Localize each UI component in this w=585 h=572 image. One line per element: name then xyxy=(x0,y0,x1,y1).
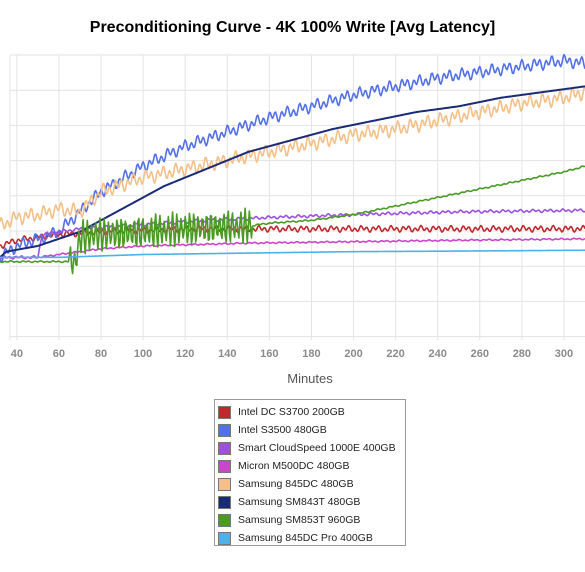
series-line xyxy=(0,165,585,275)
legend-item: Micron M500DC 480GB xyxy=(218,457,405,475)
x-tick-label: 100 xyxy=(134,348,152,360)
x-tick-label: 80 xyxy=(95,348,107,360)
legend-swatch xyxy=(218,477,231,491)
series-line xyxy=(0,224,585,250)
legend-label: Micron M500DC 480GB xyxy=(238,460,350,472)
legend: Intel DC S3700 200GB Intel S3500 480GB Sma… xyxy=(214,399,406,546)
legend-swatch xyxy=(218,513,231,527)
legend-item: Samsung 845DC 480GB xyxy=(218,475,405,493)
legend-label: Samsung 845DC 480GB xyxy=(238,478,354,490)
gridlines xyxy=(9,54,585,340)
x-tick-label: 60 xyxy=(53,348,65,360)
legend-item: Samsung SM843T 480GB xyxy=(218,493,405,511)
x-tick-label: 160 xyxy=(260,348,278,360)
x-tick-label: 280 xyxy=(513,348,531,360)
legend-item: Samsung SM853T 960GB xyxy=(218,511,405,529)
legend-label: Samsung 845DC Pro 400GB xyxy=(238,532,373,544)
series-line xyxy=(0,237,585,259)
legend-swatch xyxy=(218,459,231,473)
legend-swatch xyxy=(218,531,231,545)
legend-label: Samsung SM843T 480GB xyxy=(238,496,361,508)
chart-title: Preconditioning Curve - 4K 100% Write [A… xyxy=(89,19,496,36)
series-lines xyxy=(0,53,585,275)
legend-label: Smart CloudSpeed 1000E 400GB xyxy=(238,442,396,454)
legend-label: Intel S3500 480GB xyxy=(238,424,327,436)
series-line xyxy=(0,87,585,230)
legend-swatch xyxy=(218,495,231,509)
legend-swatch xyxy=(218,423,231,437)
legend-label: Intel DC S3700 200GB xyxy=(238,406,345,418)
x-tick-label: 240 xyxy=(429,348,447,360)
x-tick-label: 220 xyxy=(386,348,404,360)
legend-item: Samsung 845DC Pro 400GB xyxy=(218,529,405,547)
legend-swatch xyxy=(218,405,231,419)
series-line xyxy=(0,53,585,263)
x-tick-label: 180 xyxy=(302,348,320,360)
series-line xyxy=(0,249,585,259)
x-tick-label: 200 xyxy=(344,348,362,360)
legend-label: Samsung SM853T 960GB xyxy=(238,514,361,526)
x-tick-label: 300 xyxy=(555,348,573,360)
series-line xyxy=(0,208,585,260)
series-line xyxy=(0,85,585,259)
x-tick-label: 120 xyxy=(176,348,194,360)
legend-item: Smart CloudSpeed 1000E 400GB xyxy=(218,439,405,457)
x-tick-label: 140 xyxy=(218,348,236,360)
legend-item: Intel S3500 480GB xyxy=(218,421,405,439)
legend-swatch xyxy=(218,441,231,455)
x-tick-label: 40 xyxy=(11,348,23,360)
x-tick-label: 260 xyxy=(471,348,489,360)
x-axis-ticks: 40 60 80 100 120 140 160 180 200 220 240 260 280 300 xyxy=(11,348,573,360)
legend-item: Intel DC S3700 200GB xyxy=(218,403,405,421)
x-axis-label: Minutes xyxy=(287,371,333,386)
